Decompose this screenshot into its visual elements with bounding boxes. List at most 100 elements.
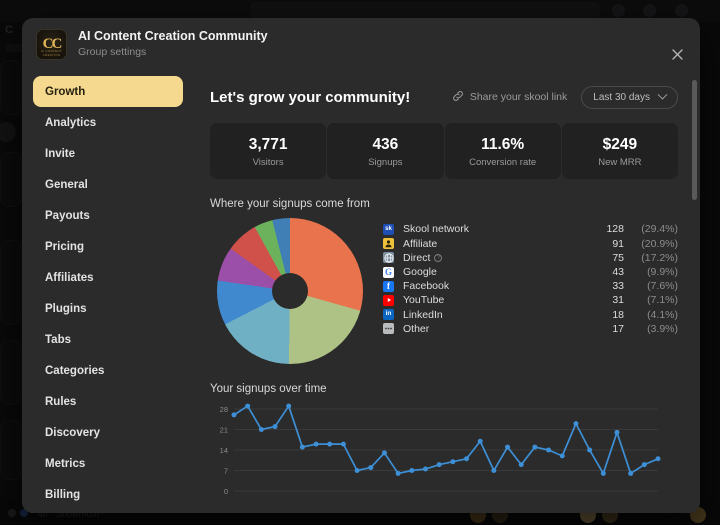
data-point[interactable] (422, 466, 428, 472)
legend-label: Skool network (403, 223, 469, 236)
legend-percent: (9.9%) (647, 266, 678, 279)
growth-panel: Let's grow your community! Share your sk… (194, 70, 700, 513)
data-point[interactable] (641, 462, 647, 468)
data-point[interactable] (628, 471, 634, 477)
stat-value: 3,771 (248, 136, 288, 153)
sidebar-item-payouts[interactable]: Payouts (33, 200, 183, 231)
legend-label: Other (403, 322, 430, 335)
data-point[interactable] (258, 427, 264, 433)
data-point[interactable] (245, 403, 251, 409)
legend-row: G Google 43 (9.9%) (383, 265, 678, 279)
close-icon[interactable] (668, 45, 686, 63)
data-point[interactable] (231, 412, 237, 418)
modal-scrollbar-thumb[interactable] (692, 80, 697, 200)
donut-chart-wrap (210, 218, 370, 365)
stat-value: $249 (602, 136, 638, 153)
group-avatar: CC AI CONTENT CREATION (36, 28, 67, 60)
data-point[interactable] (532, 444, 538, 450)
sidebar-item-pricing[interactable]: Pricing (33, 231, 183, 262)
link-icon (452, 90, 464, 105)
data-point[interactable] (368, 465, 374, 471)
signups-over-time-chart: 28 21 14 7 0 (210, 403, 678, 513)
signup-sources-legend: sk Skool network 128 (29.4%) Affiliate 91 (20.… (370, 218, 678, 336)
legend-label: Affiliate (403, 237, 438, 250)
signups-line-svg: 28 21 14 7 0 (220, 403, 661, 497)
data-point[interactable] (518, 462, 524, 468)
data-point[interactable] (600, 471, 606, 477)
data-point[interactable] (340, 442, 346, 448)
sidebar-item-affiliates[interactable]: Affiliates (33, 262, 183, 293)
data-point[interactable] (299, 444, 305, 450)
sidebar-item-metrics[interactable]: Metrics (33, 448, 183, 479)
data-point[interactable] (450, 459, 456, 465)
data-point[interactable] (313, 442, 319, 448)
info-icon[interactable]: ? (434, 253, 443, 262)
sidebar-item-analytics[interactable]: Analytics (33, 107, 183, 138)
signup-sources-donut-chart (217, 218, 363, 365)
sidebar-item-general[interactable]: General (33, 169, 183, 200)
sidebar-item-label: Metrics (45, 457, 86, 470)
data-point[interactable] (505, 444, 511, 450)
data-point[interactable] (436, 462, 442, 468)
data-point[interactable] (587, 447, 593, 453)
legend-percent: (7.1%) (647, 294, 678, 307)
signup-sources-section: sk Skool network 128 (29.4%) Affiliate 91 (20.… (210, 218, 678, 365)
share-skool-link-label: Share your skool link (469, 91, 568, 103)
panel-header: Let's grow your community! Share your sk… (210, 82, 678, 112)
data-point[interactable] (409, 468, 415, 474)
globe-icon (383, 252, 394, 264)
sidebar-item-billing[interactable]: Billing (33, 479, 183, 510)
legend-label: Facebook (403, 280, 450, 293)
legend-label-wrap: Google (403, 266, 578, 278)
stat-value: 436 (372, 136, 399, 153)
sidebar-item-categories[interactable]: Categories (33, 355, 183, 386)
sidebar-item-label: Tabs (45, 333, 71, 346)
sidebar-item-label: Affiliates (45, 271, 94, 284)
donut-hole (272, 273, 308, 310)
sidebar-item-invite[interactable]: Invite (33, 138, 183, 169)
data-point[interactable] (655, 456, 661, 462)
data-point[interactable] (477, 439, 483, 445)
data-point[interactable] (286, 403, 292, 409)
legend-label: Direct (403, 251, 431, 264)
modal-subtitle: Group settings (78, 46, 147, 59)
settings-sidebar: Growth Analytics Invite General Payouts Prici… (22, 70, 194, 513)
sidebar-item-label: Analytics (45, 116, 97, 129)
sidebar-item-plugins[interactable]: Plugins (33, 293, 183, 324)
y-axis-tick: 7 (224, 467, 228, 476)
chevron-down-icon (657, 89, 668, 100)
youtube-icon (383, 294, 394, 306)
data-point[interactable] (381, 450, 387, 456)
data-point[interactable] (573, 421, 579, 427)
linkedin-icon: in (383, 309, 394, 321)
signups-over-time-title: Your signups over time (210, 383, 327, 396)
y-axis-tick: 28 (220, 406, 228, 415)
legend-label: YouTube (403, 294, 445, 307)
data-point[interactable] (354, 468, 360, 474)
legend-label-wrap: Skool network (403, 223, 578, 235)
data-point[interactable] (614, 430, 620, 436)
legend-count: 17 (612, 322, 624, 335)
sidebar-item-label: Rules (45, 395, 77, 408)
data-point[interactable] (491, 468, 497, 474)
data-point[interactable] (559, 453, 565, 459)
data-point[interactable] (546, 447, 552, 453)
y-axis-tick: 14 (220, 447, 228, 456)
modal-body: Growth Analytics Invite General Payouts Prici… (22, 70, 700, 513)
legend-percent: (20.9%) (641, 237, 678, 250)
sidebar-item-tabs[interactable]: Tabs (33, 324, 183, 355)
sidebar-item-growth[interactable]: Growth (33, 76, 183, 107)
data-point[interactable] (395, 471, 401, 477)
sidebar-item-label: Billing (45, 488, 81, 501)
data-point[interactable] (272, 424, 278, 430)
sidebar-item-discovery[interactable]: Discovery (33, 417, 183, 448)
google-icon: G (383, 266, 394, 278)
legend-row: f Facebook 33 (7.6%) (383, 279, 678, 293)
data-point[interactable] (327, 442, 333, 448)
sidebar-item-rules[interactable]: Rules (33, 386, 183, 417)
share-skool-link-button[interactable]: Share your skool link (452, 90, 567, 105)
legend-label-wrap: Facebook (403, 280, 578, 292)
date-range-select[interactable]: Last 30 days (581, 85, 678, 109)
sidebar-item-label: Invite (45, 147, 76, 160)
data-point[interactable] (464, 456, 470, 462)
